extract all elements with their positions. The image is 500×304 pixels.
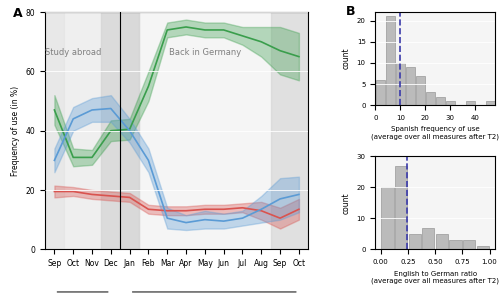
Bar (486, 101, 494, 105)
Bar (386, 16, 395, 105)
Bar (45, 12, 120, 249)
X-axis label: English to German ratio
(average over all measures after T2): English to German ratio (average over al… (371, 271, 499, 284)
Bar (102, 12, 120, 249)
Bar (426, 92, 434, 105)
Y-axis label: Frequency of use (in %): Frequency of use (in %) (11, 86, 20, 176)
Bar (446, 101, 454, 105)
Text: Back in Germany: Back in Germany (168, 48, 241, 57)
Y-axis label: count: count (342, 192, 351, 214)
Text: Study abroad: Study abroad (45, 48, 102, 57)
Bar (466, 101, 474, 105)
Bar (382, 187, 394, 249)
Text: B: B (346, 5, 355, 18)
Bar (102, 12, 139, 249)
Bar (270, 12, 308, 249)
Bar (396, 63, 404, 105)
Y-axis label: count: count (342, 48, 351, 70)
Bar (450, 240, 462, 249)
Bar (416, 76, 424, 105)
Bar (408, 234, 421, 249)
Bar (406, 67, 414, 105)
Bar (476, 246, 489, 249)
Text: A: A (14, 7, 23, 20)
Bar (436, 97, 444, 105)
Bar (436, 234, 448, 249)
Bar (45, 12, 64, 249)
Bar (422, 228, 434, 249)
Bar (463, 240, 475, 249)
Bar (395, 166, 407, 249)
Bar (376, 80, 385, 105)
X-axis label: Spanish frequency of use
(average over all measures after T2): Spanish frequency of use (average over a… (371, 126, 499, 140)
Bar (120, 12, 139, 249)
